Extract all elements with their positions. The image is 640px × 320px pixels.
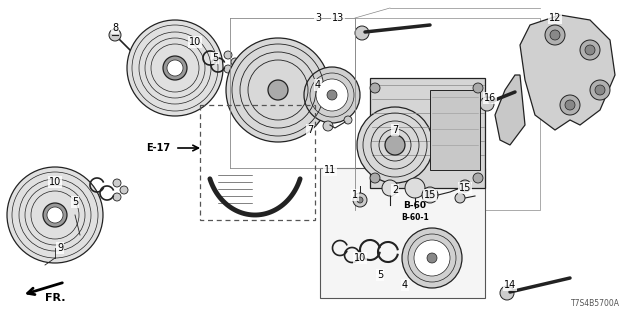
Circle shape: [357, 197, 363, 203]
Circle shape: [353, 193, 367, 207]
Text: 15: 15: [459, 183, 471, 193]
Text: 9: 9: [57, 243, 63, 253]
Circle shape: [370, 173, 380, 183]
Circle shape: [323, 121, 333, 131]
Text: 5: 5: [377, 270, 383, 280]
Circle shape: [167, 60, 183, 76]
Circle shape: [459, 180, 471, 192]
Circle shape: [316, 79, 348, 111]
Circle shape: [590, 80, 610, 100]
Circle shape: [7, 167, 103, 263]
Circle shape: [595, 85, 605, 95]
Circle shape: [47, 207, 63, 223]
Text: 5: 5: [72, 197, 78, 207]
Circle shape: [473, 173, 483, 183]
Circle shape: [370, 83, 380, 93]
Text: FR.: FR.: [45, 293, 65, 303]
Circle shape: [357, 107, 433, 183]
Circle shape: [473, 83, 483, 93]
Text: 14: 14: [504, 280, 516, 290]
Text: 1: 1: [352, 190, 358, 200]
Circle shape: [455, 193, 465, 203]
Text: 11: 11: [324, 165, 336, 175]
Bar: [430, 90, 480, 170]
Text: 16: 16: [484, 93, 496, 103]
Text: 5: 5: [212, 53, 218, 63]
Circle shape: [344, 116, 352, 124]
Text: 7: 7: [307, 125, 313, 135]
Text: 10: 10: [189, 37, 201, 47]
Text: 2: 2: [392, 185, 398, 195]
Circle shape: [426, 191, 434, 199]
Bar: [355, 18, 540, 210]
Circle shape: [422, 187, 438, 203]
Text: E-17: E-17: [146, 143, 170, 153]
Text: 10: 10: [354, 253, 366, 263]
Circle shape: [127, 20, 223, 116]
Circle shape: [304, 67, 360, 123]
Circle shape: [224, 65, 232, 73]
Text: 12: 12: [549, 13, 561, 23]
Text: 4: 4: [402, 280, 408, 290]
Circle shape: [231, 58, 239, 66]
Text: 8: 8: [112, 23, 118, 33]
Circle shape: [113, 193, 121, 201]
Circle shape: [585, 45, 595, 55]
Circle shape: [385, 135, 405, 155]
Text: 10: 10: [49, 177, 61, 187]
Circle shape: [427, 253, 437, 263]
Bar: [200, 105, 315, 220]
Bar: [320, 168, 485, 298]
Text: 3: 3: [315, 13, 321, 23]
Text: 15: 15: [424, 190, 436, 200]
Text: 4: 4: [315, 80, 321, 90]
Circle shape: [414, 240, 450, 276]
Text: 7: 7: [392, 125, 398, 135]
Circle shape: [43, 203, 67, 227]
Circle shape: [163, 56, 187, 80]
Circle shape: [113, 179, 121, 187]
Circle shape: [580, 40, 600, 60]
Circle shape: [402, 228, 462, 288]
Text: B-60-1: B-60-1: [401, 212, 429, 221]
Circle shape: [120, 186, 128, 194]
Circle shape: [405, 178, 425, 198]
Circle shape: [500, 286, 514, 300]
Text: T7S4B5700A: T7S4B5700A: [571, 299, 620, 308]
Circle shape: [226, 38, 330, 142]
Circle shape: [480, 97, 494, 111]
Polygon shape: [495, 75, 525, 145]
Circle shape: [382, 180, 398, 196]
Circle shape: [224, 51, 232, 59]
Circle shape: [550, 30, 560, 40]
Circle shape: [355, 26, 369, 40]
Polygon shape: [520, 15, 615, 130]
Circle shape: [109, 29, 121, 41]
Text: B-60: B-60: [403, 201, 426, 210]
Circle shape: [545, 25, 565, 45]
Circle shape: [268, 80, 288, 100]
Bar: [370, 78, 485, 188]
Circle shape: [327, 90, 337, 100]
Text: 13: 13: [332, 13, 344, 23]
Circle shape: [565, 100, 575, 110]
Circle shape: [560, 95, 580, 115]
